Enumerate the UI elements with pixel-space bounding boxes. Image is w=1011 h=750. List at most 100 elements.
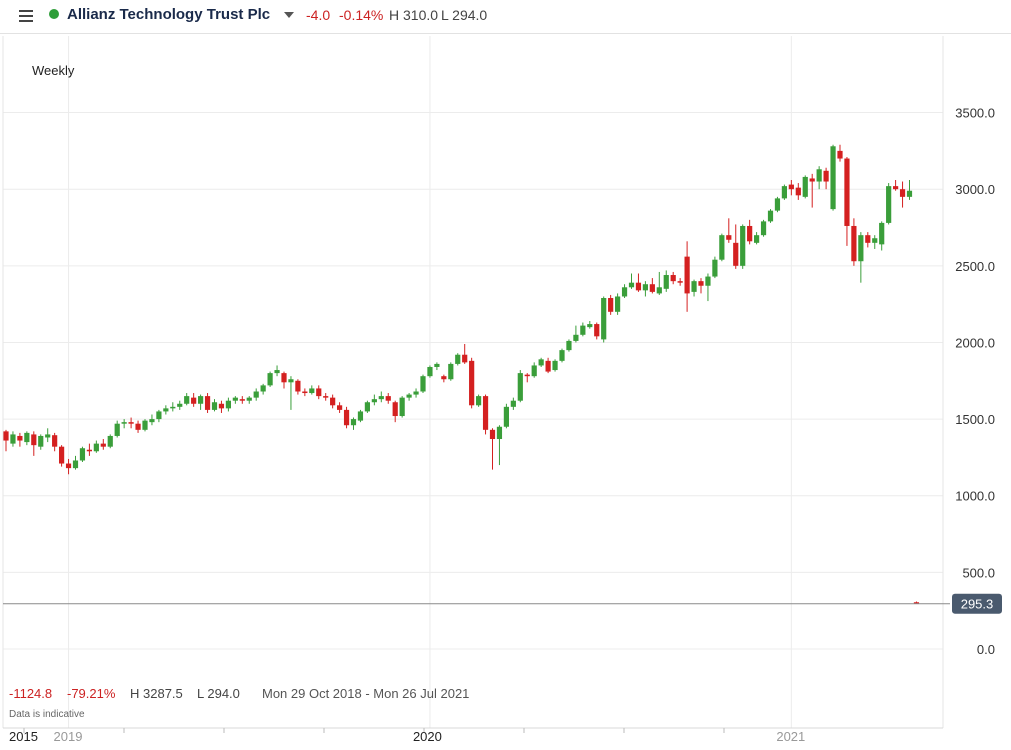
candle[interactable] bbox=[17, 432, 23, 447]
candle[interactable] bbox=[469, 357, 475, 409]
candle[interactable] bbox=[100, 439, 106, 450]
candle[interactable] bbox=[754, 232, 760, 245]
candle[interactable] bbox=[107, 434, 113, 449]
candle[interactable] bbox=[260, 383, 266, 395]
candle[interactable] bbox=[809, 173, 815, 208]
candle[interactable] bbox=[31, 431, 37, 456]
candle[interactable] bbox=[385, 393, 391, 404]
candle[interactable] bbox=[649, 278, 655, 294]
candle[interactable] bbox=[601, 296, 607, 343]
candle[interactable] bbox=[906, 179, 913, 200]
candle[interactable] bbox=[184, 393, 190, 406]
candle[interactable] bbox=[281, 371, 287, 389]
candle[interactable] bbox=[517, 370, 523, 403]
candle[interactable] bbox=[337, 402, 343, 413]
candle[interactable] bbox=[295, 379, 301, 395]
candle[interactable] bbox=[684, 241, 690, 312]
candle[interactable] bbox=[691, 279, 697, 297]
candle[interactable] bbox=[72, 455, 79, 470]
candle[interactable] bbox=[747, 219, 753, 245]
candle[interactable] bbox=[628, 273, 635, 289]
candle[interactable] bbox=[121, 419, 127, 429]
candle[interactable] bbox=[788, 179, 794, 196]
candle[interactable] bbox=[767, 209, 774, 223]
candle[interactable] bbox=[399, 396, 405, 418]
candle[interactable] bbox=[656, 271, 662, 295]
candle[interactable] bbox=[538, 357, 544, 367]
candle[interactable] bbox=[698, 278, 704, 294]
candle[interactable] bbox=[128, 417, 134, 429]
candle[interactable] bbox=[156, 409, 162, 423]
candle[interactable] bbox=[531, 362, 537, 378]
candle[interactable] bbox=[198, 394, 204, 410]
candle[interactable] bbox=[726, 218, 732, 243]
candle[interactable] bbox=[246, 396, 252, 404]
candle[interactable] bbox=[378, 391, 384, 403]
candle[interactable] bbox=[253, 388, 259, 401]
candle[interactable] bbox=[552, 359, 558, 372]
candle[interactable] bbox=[302, 388, 308, 397]
candle[interactable] bbox=[489, 428, 496, 470]
candle[interactable] bbox=[24, 431, 30, 446]
candle[interactable] bbox=[795, 183, 801, 200]
candle[interactable] bbox=[781, 184, 787, 200]
candle[interactable] bbox=[482, 394, 489, 435]
candle[interactable] bbox=[330, 394, 336, 409]
candle[interactable] bbox=[621, 284, 628, 299]
candle[interactable] bbox=[663, 270, 669, 292]
candle[interactable] bbox=[191, 393, 197, 407]
candle[interactable] bbox=[38, 434, 44, 450]
candle[interactable] bbox=[211, 399, 218, 412]
candle[interactable] bbox=[267, 371, 273, 387]
hamburger-menu-icon[interactable] bbox=[19, 8, 33, 22]
candle[interactable] bbox=[642, 281, 648, 297]
candle[interactable] bbox=[816, 166, 822, 190]
candle[interactable] bbox=[45, 428, 51, 443]
candle[interactable] bbox=[476, 394, 482, 407]
candle[interactable] bbox=[566, 339, 572, 352]
candle[interactable] bbox=[872, 235, 878, 249]
candle[interactable] bbox=[316, 385, 322, 400]
candle[interactable] bbox=[225, 397, 231, 412]
candle[interactable] bbox=[323, 393, 329, 401]
candle[interactable] bbox=[406, 393, 412, 401]
candle[interactable] bbox=[462, 343, 468, 364]
candle[interactable] bbox=[142, 419, 148, 432]
candle[interactable] bbox=[615, 293, 621, 315]
candle[interactable] bbox=[3, 429, 9, 452]
candle[interactable] bbox=[204, 393, 211, 413]
instrument-title[interactable]: Allianz Technology Trust Plc bbox=[67, 6, 271, 23]
candle[interactable] bbox=[496, 425, 503, 466]
candle[interactable] bbox=[733, 224, 739, 269]
candle[interactable] bbox=[441, 374, 447, 383]
candle[interactable] bbox=[705, 273, 711, 302]
candle[interactable] bbox=[420, 374, 426, 394]
candle[interactable] bbox=[371, 394, 377, 406]
candle[interactable] bbox=[893, 179, 899, 191]
candle[interactable] bbox=[580, 322, 586, 337]
candle[interactable] bbox=[135, 420, 141, 433]
candle[interactable] bbox=[899, 181, 906, 208]
candle[interactable] bbox=[413, 388, 419, 398]
candle[interactable] bbox=[740, 224, 746, 269]
candle[interactable] bbox=[886, 183, 892, 225]
candle[interactable] bbox=[774, 196, 781, 213]
candle[interactable] bbox=[79, 446, 86, 463]
candle[interactable] bbox=[865, 232, 871, 248]
candle[interactable] bbox=[309, 385, 315, 395]
candle[interactable] bbox=[350, 417, 357, 430]
candle[interactable] bbox=[879, 221, 885, 251]
candle[interactable] bbox=[573, 325, 579, 343]
candle[interactable] bbox=[59, 445, 65, 467]
candle[interactable] bbox=[10, 431, 16, 447]
instrument-dropdown-chevron-down-icon[interactable] bbox=[284, 12, 294, 18]
candle[interactable] bbox=[52, 432, 58, 452]
candle[interactable] bbox=[434, 362, 440, 371]
candle[interactable] bbox=[719, 233, 725, 262]
candle[interactable] bbox=[802, 175, 808, 199]
candle[interactable] bbox=[170, 402, 176, 412]
candle[interactable] bbox=[823, 167, 829, 190]
candle[interactable] bbox=[851, 218, 857, 266]
candle[interactable] bbox=[218, 400, 225, 413]
